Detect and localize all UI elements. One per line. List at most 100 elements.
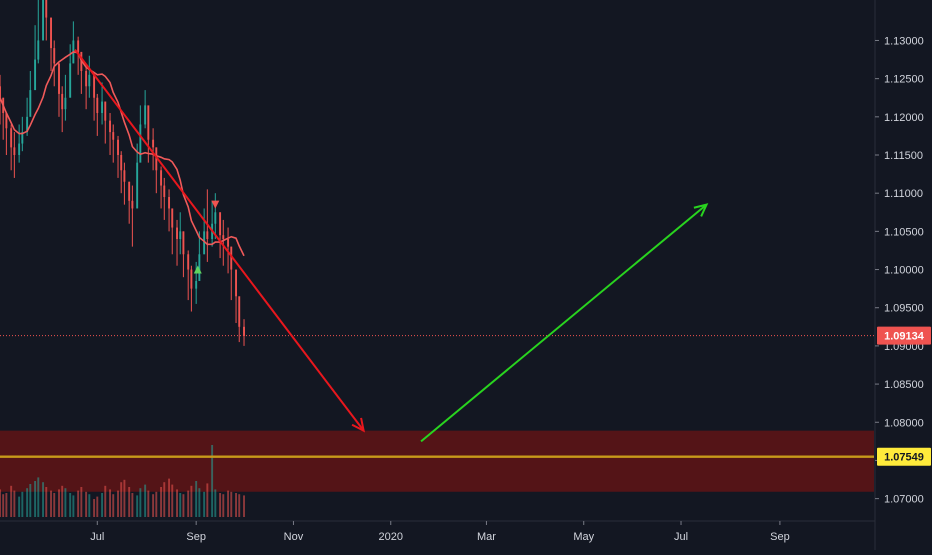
candle-body [195, 280, 198, 289]
time-axis[interactable]: Jul Sep Nov 2020 Mar May Jul Sep [0, 520, 875, 543]
volume-bar [69, 493, 72, 517]
candle-body [155, 147, 158, 171]
candle-body [0, 86, 1, 98]
volume-bar [109, 489, 112, 517]
volume-bar [152, 494, 155, 517]
candle-body [139, 124, 142, 163]
candle-body [206, 231, 209, 240]
candle-body [147, 105, 150, 140]
candle-body [50, 17, 52, 49]
volume-bar [235, 493, 238, 517]
time-tick-label: Nov [284, 531, 304, 543]
time-tick-label: Jul [674, 531, 688, 543]
volume-bar [160, 487, 163, 517]
price-tick-label: 1.13000 [884, 35, 924, 47]
candle-body [128, 181, 131, 201]
price-tick-label: 1.08500 [884, 379, 924, 391]
candle-body [42, 0, 45, 41]
volume-bar [0, 489, 1, 517]
volume-bar [179, 493, 182, 517]
price-tick-label: 1.12500 [884, 74, 924, 86]
volume-bar [206, 483, 209, 517]
volume-bar [45, 487, 48, 517]
candle-body [144, 105, 147, 125]
volume-bar [203, 491, 206, 517]
volume-bar [128, 487, 131, 517]
volume-bar [214, 489, 217, 517]
candle-body [5, 113, 8, 129]
volume-bar [13, 490, 16, 517]
candle-body [136, 162, 139, 209]
candle-body [21, 132, 24, 144]
volume-bar [5, 493, 8, 517]
candle-body [182, 231, 185, 255]
candle-body [64, 97, 67, 110]
volume-bar [171, 484, 174, 517]
volume-bar [21, 491, 24, 517]
projection-arrow-shaft [420, 203, 708, 443]
downtrend-arrow-head [351, 417, 366, 433]
candle-body [187, 254, 190, 270]
volume-bar [88, 494, 91, 517]
candle-body [227, 239, 230, 247]
volume-bar [42, 482, 45, 517]
price-tick-label: 1.11000 [884, 188, 923, 200]
support-level-badge[interactable]: 1.07549 [877, 447, 931, 466]
volume-bar [211, 445, 214, 517]
candle-body [214, 212, 217, 224]
candle-body [222, 235, 225, 240]
candle-body [219, 212, 222, 236]
price-tick-label: 1.12000 [884, 112, 924, 124]
candle-body [230, 246, 233, 270]
candle-body [163, 185, 166, 198]
volume-bar [34, 481, 37, 517]
candle-body [104, 101, 107, 121]
projection-arrow[interactable] [420, 203, 709, 443]
candles [0, 0, 245, 346]
candle-body [123, 170, 126, 182]
candle-body [179, 231, 182, 240]
volume-bar [230, 491, 233, 517]
current-price-badge-label: 1.09134 [884, 331, 925, 343]
price-tick-label: 1.11500 [884, 150, 923, 162]
candle-body [203, 231, 206, 255]
candle-body [88, 74, 91, 87]
candle-body [101, 101, 104, 114]
candle-body [117, 139, 119, 156]
up-marker-icon [193, 265, 202, 274]
volume-bar [26, 488, 29, 517]
volume-bar [176, 489, 178, 517]
candle-body [45, 0, 48, 18]
downtrend-arrow[interactable] [74, 49, 366, 433]
volume-bar [37, 477, 40, 517]
candle-body [190, 269, 193, 289]
candle-body [96, 97, 99, 114]
volume-bar [190, 485, 193, 517]
volume-bar [198, 488, 201, 517]
volume-bar [96, 496, 99, 517]
current-price-badge[interactable]: 1.09134 [877, 326, 931, 345]
candle-body [120, 155, 123, 171]
volume-bar [29, 484, 32, 517]
projection-arrow-head [693, 203, 709, 217]
support-zone[interactable] [0, 430, 874, 492]
volume-bar [136, 495, 139, 517]
candle-body [77, 40, 80, 52]
volume-bar [131, 493, 134, 517]
candle-body [93, 74, 96, 98]
time-tick-label: Mar [477, 531, 496, 543]
price-tick-label: 1.10000 [884, 265, 924, 277]
volume-bar [147, 490, 150, 517]
volume-bar [10, 485, 13, 517]
volume-bar [139, 488, 142, 517]
candle-body [112, 132, 115, 140]
volume-bar [18, 496, 21, 517]
candle-body [18, 143, 21, 156]
price-tick-label: 1.08000 [884, 417, 924, 429]
candle-body [29, 90, 32, 117]
candle-body [238, 296, 241, 327]
candle-body [61, 93, 64, 110]
candle-body [53, 48, 56, 64]
